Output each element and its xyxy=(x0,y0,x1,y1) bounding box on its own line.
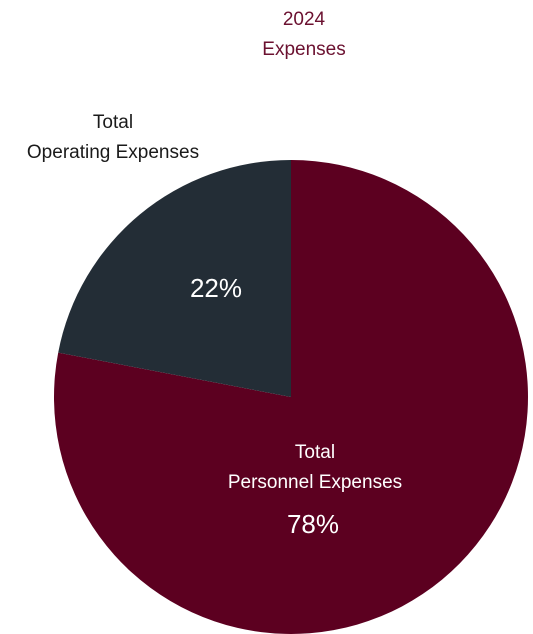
pie-slices xyxy=(53,160,528,634)
slice-name-label-1-0: Total xyxy=(93,112,133,133)
chart-title: 2024 Expenses xyxy=(262,9,345,60)
slice-name-label-1-1: Operating Expenses xyxy=(27,142,199,163)
pie-slice-operating xyxy=(58,160,291,397)
slice-name-label-0-1: Personnel Expenses xyxy=(228,472,402,493)
slice-name-label-0-0: Total xyxy=(295,442,335,463)
chart-title-line-2: Expenses xyxy=(262,39,345,60)
slice-percent-label-0: 78% xyxy=(287,509,339,539)
pie-labels: Total Personnel Expenses 78% Total Operating… xyxy=(27,112,402,539)
slice-percent-label-1: 22% xyxy=(190,273,242,303)
chart-title-line-1: 2024 xyxy=(283,9,326,30)
